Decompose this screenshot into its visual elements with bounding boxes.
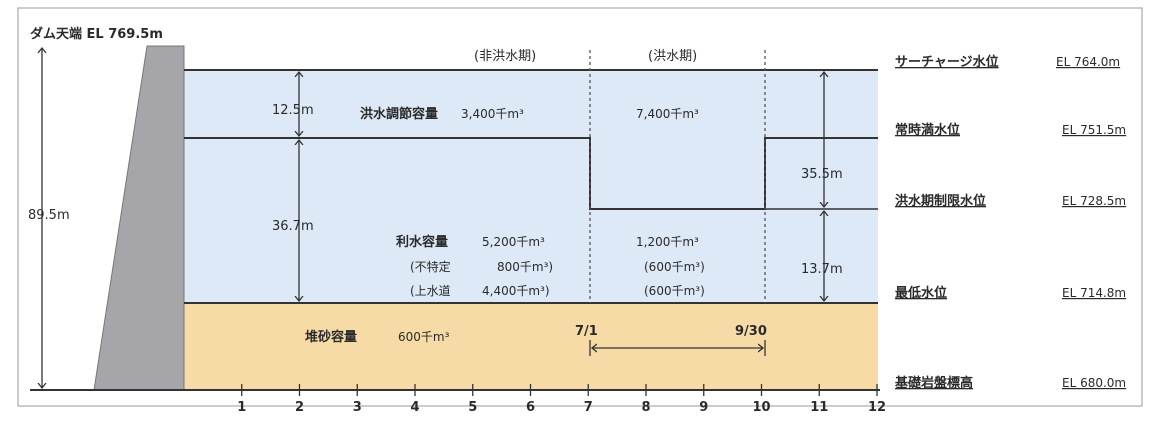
normal-level-line [184,137,878,210]
month-tick-label: 11 [810,400,828,415]
water-use-sub1-label: (不特定 [410,259,451,274]
diagram-border [17,7,1143,407]
flood-right-dim: 35.5m [801,167,843,182]
month-tick-label: 9 [699,400,708,415]
water-use-sub2-label: (上水道 [410,284,451,298]
level-value: EL 751.5m [1062,123,1126,137]
dam-crest-label: ダム天端 EL 769.5m [30,26,163,42]
month-tick-label: 12 [868,400,886,415]
lower-right-dim: 13.7m [801,262,843,277]
level-name: 最低水位 [895,285,947,301]
sediment-label: 堆砂容量 [305,329,357,345]
month-tick-label: 10 [752,400,770,415]
month-tick-label: 5 [468,400,477,415]
month-tick-label: 7 [584,400,593,415]
flood-layer-dim: 12.5m [272,103,314,118]
month-tick-label: 1 [237,400,246,415]
water-use-sub2-value: 4,400千m³) [482,284,550,298]
month-axis: 1 2 3 4 5 6 7 8 9 10 11 12 [237,384,886,415]
flood-period-label: (洪水期) [648,49,697,64]
month-tick-label: 3 [353,400,362,415]
water-use-sub1-value: 800千m³) [497,260,553,274]
level-name: 常時満水位 [895,122,960,138]
level-value: EL 680.0m [1062,376,1126,390]
water-use-value: 5,200千m³ [482,235,545,249]
level-value: EL 728.5m [1062,194,1126,208]
flood-control-nonflood-value: 3,400千m³ [461,107,524,121]
level-value: EL 764.0m [1056,55,1120,69]
month-tick-label: 2 [295,400,304,415]
sediment-zone [184,303,878,390]
level-table: サーチャージ水位 EL 764.0m 常時満水位 EL 751.5m 洪水期制限… [894,54,1126,391]
level-name: サーチャージ水位 [895,54,999,70]
total-height-label: 89.5m [28,208,70,223]
month-tick-label: 8 [641,400,650,415]
dam-body [93,45,185,391]
conservation-dim: 36.7m [272,219,314,234]
flood-end-date: 9/30 [735,324,767,339]
month-tick-label: 6 [526,400,535,415]
flood-control-label: 洪水調節容量 [360,106,438,122]
month-tick-label: 4 [410,400,419,415]
water-use-flood-value: 1,200千m³ [636,235,699,249]
water-use-label: 利水容量 [396,234,448,250]
flood-control-flood-value: 7,400千m³ [636,107,699,121]
level-value: EL 714.8m [1062,286,1126,300]
water-use-flood-sub1: (600千m³) [644,260,705,274]
level-name: 洪水期制限水位 [895,193,986,209]
flood-start-date: 7/1 [575,324,598,339]
sediment-value: 600千m³ [398,330,450,344]
non-flood-period-label: (非洪水期) [474,49,536,64]
level-name: 基礎岩盤標高 [894,375,973,391]
water-use-flood-sub2: (600千m³) [644,284,705,298]
